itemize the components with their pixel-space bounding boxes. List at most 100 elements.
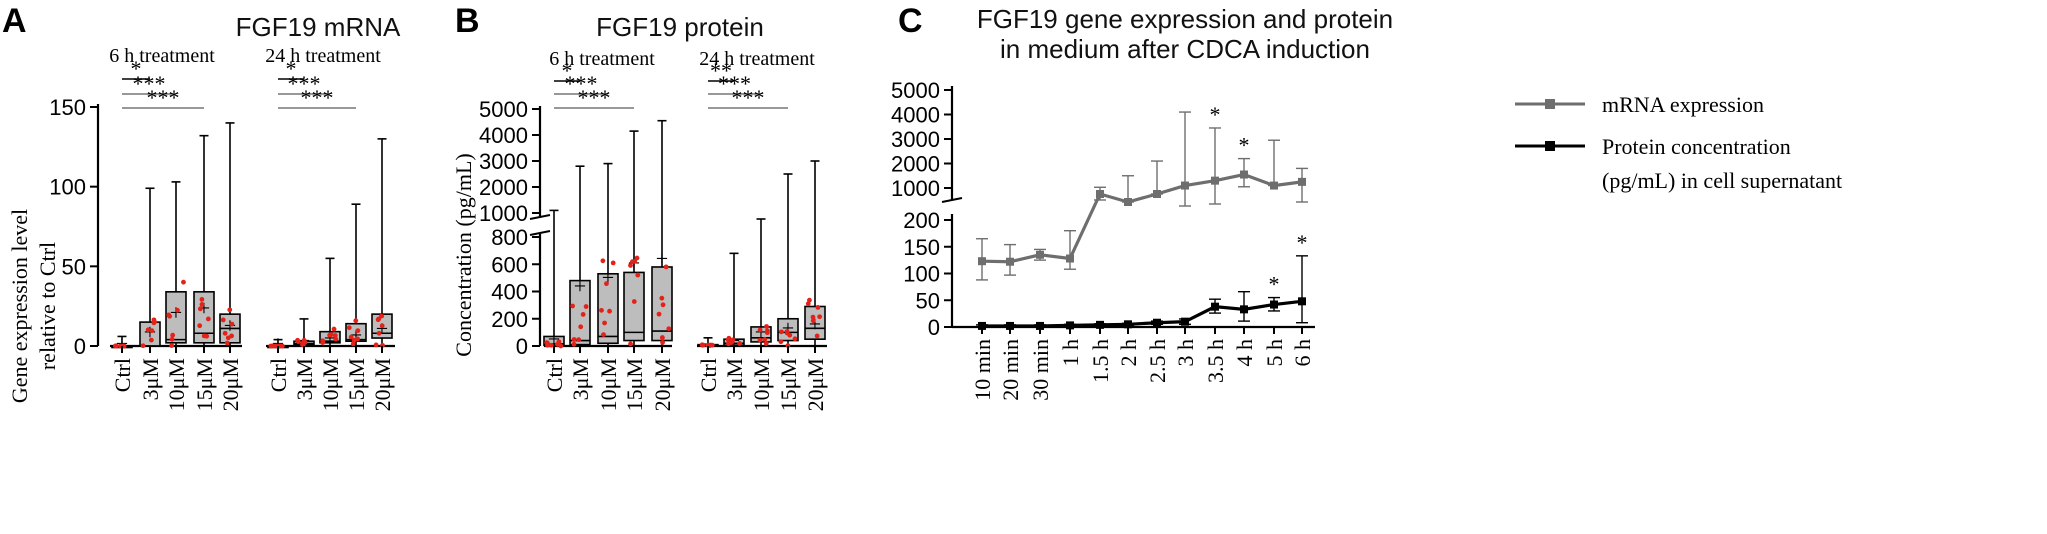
panel-a-axes: 0 50 100 150 — [49, 95, 395, 359]
panel-b-g2-box-11-point-5 — [726, 335, 732, 341]
panel-a-ytick-label-0: 0 — [74, 334, 86, 359]
protein-point-6 — [1153, 318, 1161, 327]
panel-b-g2-star-0: ** — [710, 58, 732, 83]
panel-c-annotation-1: * — [1239, 133, 1250, 158]
panel-b-significance: 6 h treatment*******24 h treatment******… — [549, 48, 815, 110]
panel-a-g1-box-1-point-0 — [140, 343, 146, 349]
panel-c-ytick-lower-label-3: 150 — [903, 235, 940, 260]
panel-a-g2-box-13-point-1 — [348, 334, 354, 340]
mrna-point-8 — [1211, 176, 1219, 185]
panel-b-g1-box-4-point-0 — [660, 302, 666, 308]
panel-a-g2-box-12-point-2 — [332, 333, 338, 338]
panel-a-ytick-label-3: 150 — [49, 95, 86, 120]
panel-a-g2-ticklabel-3: 15μM — [344, 358, 369, 411]
mrna-point-0 — [978, 257, 986, 266]
panel-a-g1-ticklabel-1: 3μM — [138, 358, 163, 400]
legend-protein-marker — [1545, 141, 1555, 151]
panel-b-g2-star-2: *** — [732, 85, 765, 110]
panel-a-g1-box-2-point-1 — [181, 279, 186, 285]
panel-a-g1-box-1-point-3 — [148, 337, 154, 343]
panel-c-ytick-upper-label-2: 3000 — [891, 127, 940, 152]
panel-a-g1-box-2-point-0 — [170, 332, 176, 338]
panel-b-g2-ticklabel-3: 15μM — [776, 358, 801, 411]
panel-b-g1-box-2-point-3 — [610, 260, 616, 266]
panel-b-axis-break-1 — [529, 214, 551, 220]
panel-b-g1-box-0-iqr — [543, 335, 565, 347]
panel-a-ytick-label-1: 50 — [62, 254, 86, 279]
panel-a-g1-box-4-point-0 — [227, 307, 233, 313]
panel-a-g2-box-14-point-3 — [376, 330, 382, 336]
mrna-point-5 — [1124, 198, 1132, 206]
panel-b-g2-box-13-point-6 — [778, 339, 784, 345]
panel-b-g1-box-2-point-0 — [604, 281, 609, 287]
panel-b-g2-box-14-point-6 — [817, 314, 823, 320]
panel-c-ticklabel-2: 30 min — [1028, 339, 1053, 401]
panel-b-g1-box-4-point-6 — [656, 311, 662, 317]
panel-b-g2-box-11-point-3 — [737, 341, 743, 346]
panel-c-ticklabel-0: 10 min — [970, 339, 995, 401]
panel-b-ytick-lower-label-1: 200 — [491, 307, 528, 332]
panel-a-g2-box-10-point-6 — [271, 343, 276, 349]
panel-c-ytick-lower-label-4: 200 — [903, 208, 940, 233]
panel-b-g1-box-4-point-2 — [659, 335, 665, 340]
panel-b-ytick-upper-label-4: 5000 — [479, 97, 528, 122]
panel-c-series: * * * * — [976, 102, 1308, 330]
panel-c-ytick-lower-label-0: 0 — [928, 315, 940, 340]
panel-a-g1-box-4-point-6 — [220, 317, 226, 323]
panel-a-g2-star-2: *** — [301, 85, 334, 110]
panel-b-g2-box-12-point-2 — [762, 337, 768, 342]
panel-a-g1-ticklabel-4: 20μM — [218, 358, 243, 411]
panel-a-ytick-label-2: 100 — [49, 175, 86, 200]
panel-c-ticklabel-3: 1 h — [1058, 339, 1083, 367]
protein-point-11 — [1298, 297, 1306, 306]
panel-b-g1-box-2-point-5 — [607, 308, 612, 314]
panel-a-g2-box-12-mean-marker: + — [324, 326, 336, 351]
panel-b-g1-star-0: * — [562, 58, 573, 83]
panel-a-g2-box-14-point-5 — [379, 313, 385, 319]
panel-b-g1-ticklabel-3: 15μM — [622, 358, 647, 411]
panel-b-ytick-upper-label-3: 4000 — [479, 123, 528, 148]
legend-mrna-marker — [1545, 99, 1555, 109]
panel-a-g2-ticklabel-1: 3μM — [292, 358, 317, 400]
panel-b-g2-box-13-point-4 — [784, 329, 790, 334]
panel-a-g2-star-1: *** — [288, 71, 321, 96]
panel-c-ticklabel-6: 2.5 h — [1145, 339, 1170, 383]
panel-b-ytick-upper-label-1: 2000 — [479, 175, 528, 200]
legend-protein-label: Protein concentration — [1602, 134, 1791, 159]
panel-b-ytick-upper-label-2: 3000 — [479, 149, 528, 174]
protein-point-0 — [978, 321, 986, 330]
mrna-point-4 — [1096, 190, 1104, 198]
panel-b-g1-box-1-point-3 — [578, 324, 584, 330]
panel-b-g1-box-4-point-4 — [659, 295, 665, 301]
panel-b-g1-box-1-iqr — [569, 279, 591, 346]
mrna-point-2 — [1036, 250, 1044, 259]
panel-b-boxes: ++++++++++ — [543, 119, 826, 356]
panel-b-g1-box-1-mean-marker: + — [574, 273, 586, 298]
panel-a-g1-box-3-point-2 — [205, 316, 211, 322]
panel-a-g2-box-12-point-4 — [331, 326, 337, 332]
panel-a-g2-box-10-mean-marker: + — [272, 331, 284, 356]
protein-line — [982, 299, 1303, 328]
panel-c-ticklabel-9: 4 h — [1232, 339, 1257, 367]
panel-a-g1-box-1-point-6 — [152, 319, 157, 325]
panel-a-g1-star-2: *** — [147, 85, 180, 110]
panel-a-g2-ticklabel-4: 20μM — [370, 358, 395, 411]
panel-b-axis-break-2 — [529, 230, 551, 236]
panel-c-axis-break-1 — [941, 197, 963, 203]
panel-a-g1-box-1-point-5 — [149, 328, 155, 334]
legend-mrna-label: mRNA expression — [1602, 92, 1764, 117]
panel-a-g2-box-13-point-3 — [355, 336, 360, 342]
panel-b-g2-ticklabel-0: Ctrl — [696, 358, 721, 392]
panel-c-ticklabel-10: 5 h — [1262, 339, 1287, 367]
panel-a-g1-box-3-point-4 — [199, 301, 205, 307]
panel-b-g1-box-2-point-1 — [602, 320, 607, 326]
panel-c-ticklabel-4: 1.5 h — [1088, 339, 1113, 383]
panel-c-annotation-2: * — [1269, 272, 1280, 297]
protein-point-8 — [1211, 302, 1219, 311]
panel-a-ylabel-line1: Gene expression level — [7, 209, 32, 403]
panel-b-g1-box-2-point-6 — [599, 307, 604, 313]
mrna-point-11 — [1298, 177, 1306, 186]
